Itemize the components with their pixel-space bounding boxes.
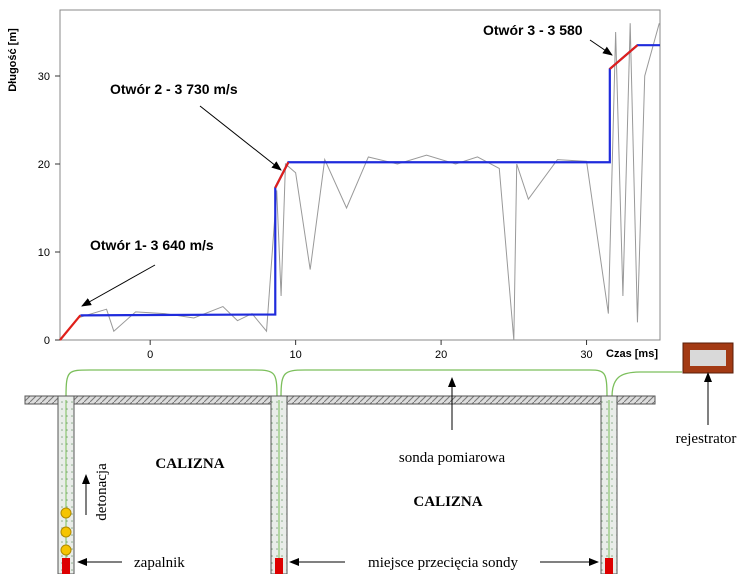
charge [61,508,71,518]
ground [25,396,655,404]
series-line [77,23,659,340]
y-tick-label: 0 [44,335,50,347]
y-tick-label: 20 [38,159,50,171]
charge [61,527,71,537]
probe-cable [66,370,682,397]
label: miejsce przecięcia sondy [368,555,518,571]
label: detonacja [94,463,110,521]
arrow [82,265,155,306]
x-tick-label: 10 [290,349,302,361]
x-tick-label: 20 [435,349,447,361]
plug [605,558,613,574]
charge [61,545,71,555]
y-tick-label: 30 [38,71,50,83]
figure: Długość [m] Czas [ms] 0 10 20 30 0 10 20 30 Otw… [0,0,740,574]
label: zapalnik [134,555,185,571]
x-axis-label: Czas [ms] [606,348,658,360]
annotation: Otwór 1- 3 640 m/s [90,237,214,253]
site-diagram: CALIZNA CALIZNA sonda pomiarowa rejestra… [25,343,736,574]
y-axis-label: Długość [m] [7,28,19,92]
annotation: Otwór 2 - 3 730 m/s [110,81,238,97]
label: sonda pomiarowa [399,450,506,466]
label: rejestrator [676,431,737,447]
label: CALIZNA [155,456,224,472]
plot-frame [60,10,660,340]
label: CALIZNA [413,494,482,510]
recorder-panel [690,350,726,366]
x-tick-label: 30 [580,349,592,361]
annotation: Otwór 3 - 3 580 [483,22,583,38]
plug [275,558,283,574]
arrow [590,40,612,55]
y-tick-label: 10 [38,247,50,259]
x-tick-label: 0 [147,349,153,361]
igniter-plug [62,558,70,574]
arrow [200,106,281,170]
